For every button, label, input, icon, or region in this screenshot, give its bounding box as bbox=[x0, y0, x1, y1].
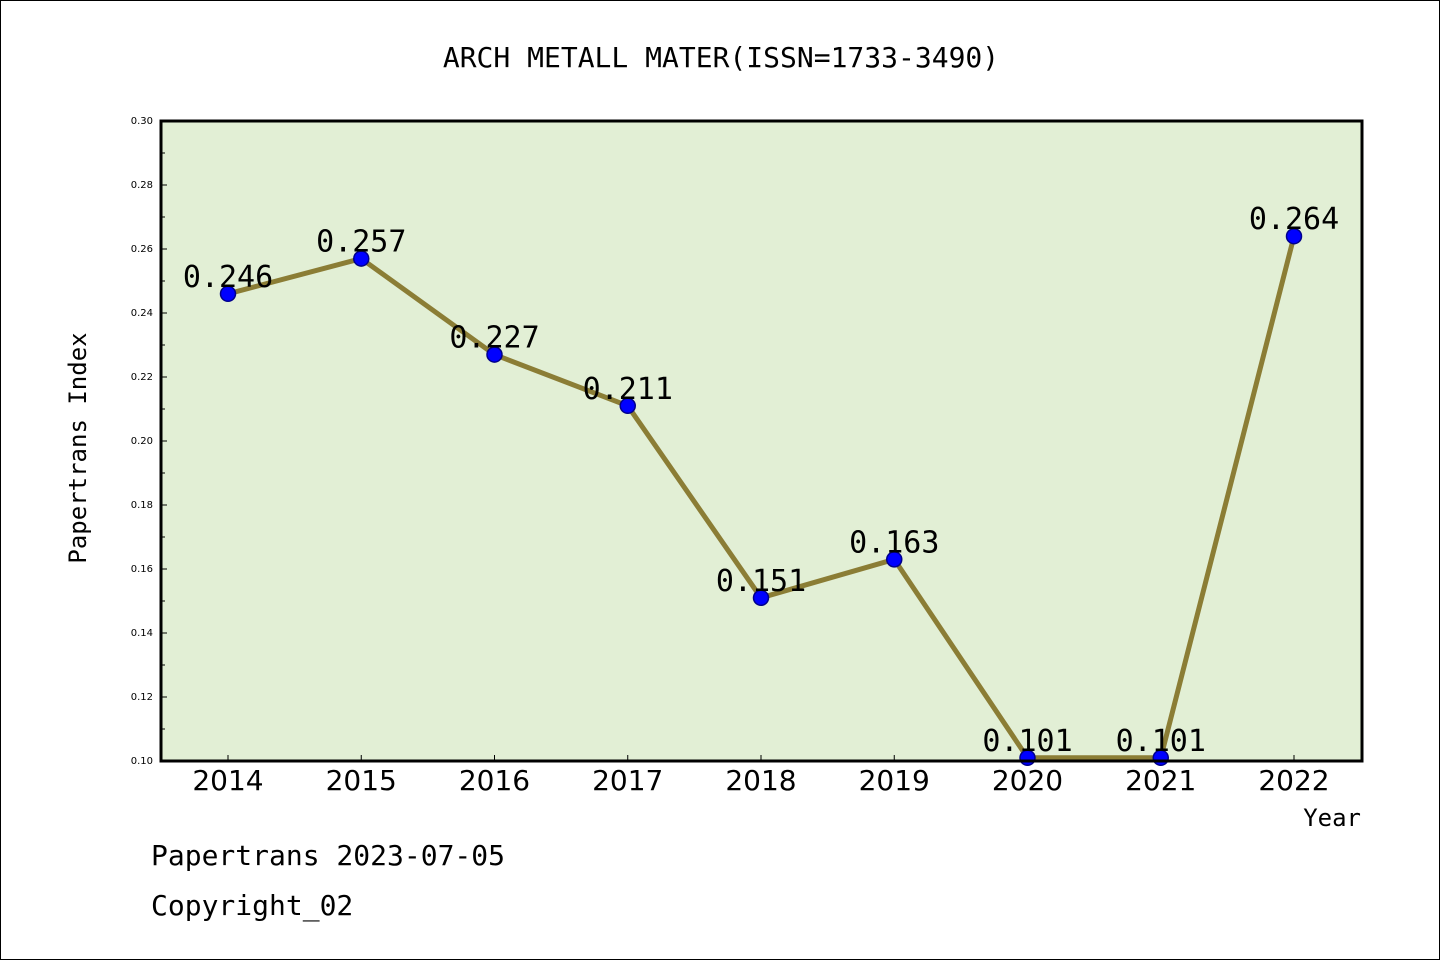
footer-copyright: Copyright_02 bbox=[151, 889, 353, 923]
data-point-marker bbox=[752, 589, 770, 607]
x-tick-label: 2021 bbox=[1125, 764, 1196, 797]
y-tick-label: 0.26 bbox=[131, 244, 153, 255]
data-label: 0.227 bbox=[449, 321, 539, 356]
x-tick-label: 2014 bbox=[192, 764, 263, 797]
x-tick-label: 2016 bbox=[459, 764, 530, 797]
data-labels: 0.246 0.257 0.227 0.211 0.151 0.163 0.101 0.101… bbox=[183, 202, 1339, 759]
x-tick-label: 2018 bbox=[725, 764, 796, 797]
x-tick-label: 2022 bbox=[1258, 764, 1329, 797]
x-axis-label: Year bbox=[1303, 804, 1361, 832]
data-label: 0.101 bbox=[1116, 724, 1206, 759]
y-tick-label: 0.12 bbox=[131, 692, 153, 703]
y-tick-label: 0.10 bbox=[131, 756, 153, 767]
data-point-marker bbox=[353, 250, 370, 267]
y-tick-label: 0.28 bbox=[131, 180, 153, 191]
y-tick-label: 0.14 bbox=[131, 628, 153, 639]
chart-title: ARCH METALL MATER(ISSN=1733-3490) bbox=[443, 41, 999, 74]
y-tick-label: 0.18 bbox=[131, 500, 153, 511]
data-label: 0.163 bbox=[849, 525, 939, 560]
x-tick-label: 2019 bbox=[859, 764, 930, 797]
data-label: 0.246 bbox=[183, 260, 273, 295]
data-point-marker bbox=[1285, 227, 1303, 245]
data-label: 0.211 bbox=[583, 372, 673, 407]
y-tick-label: 0.30 bbox=[131, 116, 153, 127]
x-axis: 2014 2015 2016 2017 2018 2019 2020 2021 2022 bbox=[192, 755, 1330, 797]
x-tick-label: 2015 bbox=[326, 764, 397, 797]
data-label: 0.257 bbox=[316, 225, 406, 260]
y-axis: 0.10 0.12 0.14 0.16 0.18 0.20 0.22 0.24 0.26 0.28… bbox=[131, 116, 167, 767]
data-point-marker bbox=[619, 397, 636, 415]
y-axis-label: Papertrans Index bbox=[64, 332, 92, 563]
x-tick-label: 2020 bbox=[992, 764, 1063, 797]
data-point-marker bbox=[486, 346, 503, 363]
y-tick-label: 0.22 bbox=[131, 372, 153, 383]
x-tick-label: 2017 bbox=[592, 764, 663, 797]
data-label: 0.101 bbox=[982, 724, 1072, 759]
data-label: 0.151 bbox=[716, 564, 806, 599]
y-tick-label: 0.24 bbox=[131, 308, 153, 319]
plot-area bbox=[161, 121, 1362, 761]
footer-date: Papertrans 2023-07-05 bbox=[151, 839, 505, 872]
y-tick-label: 0.20 bbox=[131, 436, 153, 447]
data-point-marker bbox=[219, 285, 237, 303]
data-point-marker bbox=[886, 551, 903, 568]
y-tick-label: 0.16 bbox=[131, 564, 153, 575]
plot-frame bbox=[159, 119, 1364, 763]
data-label: 0.264 bbox=[1249, 202, 1339, 237]
